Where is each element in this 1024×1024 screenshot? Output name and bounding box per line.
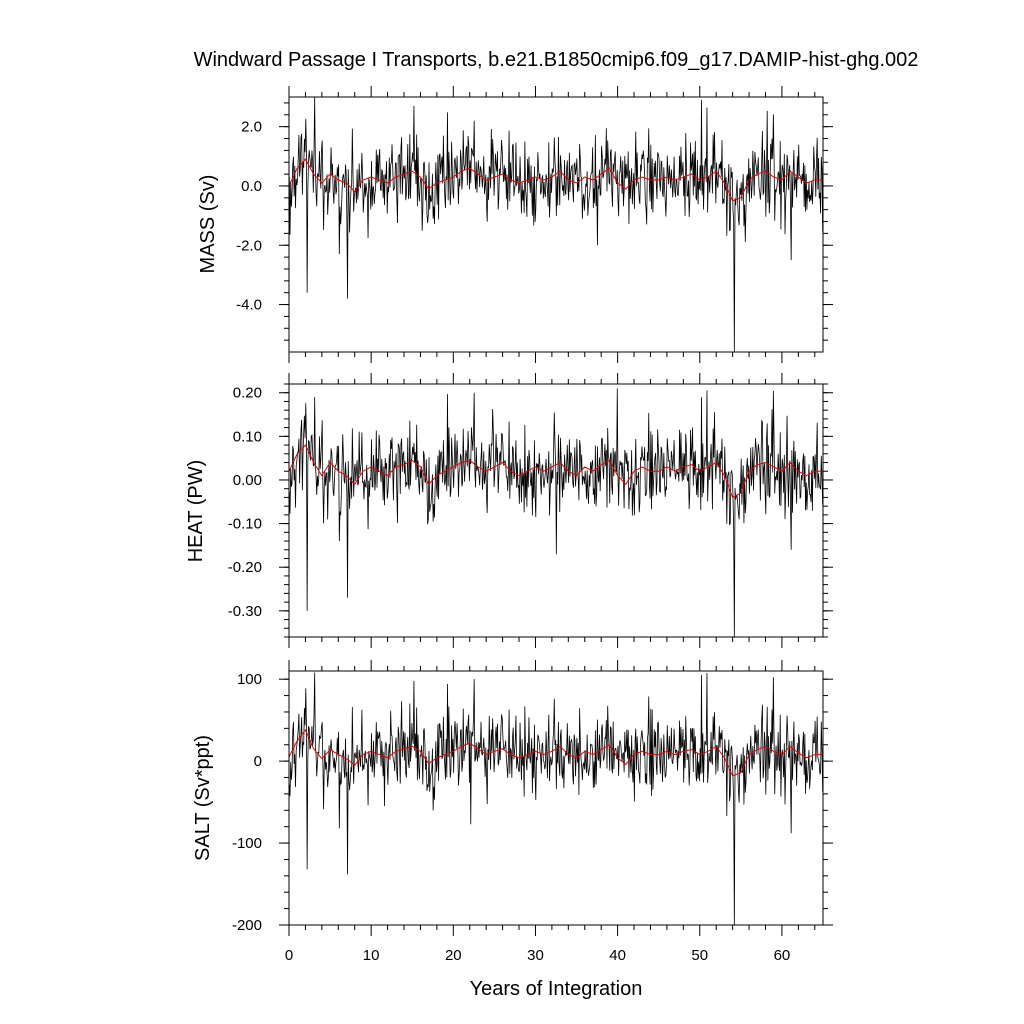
heat-ytick-label: -0.30: [228, 603, 262, 620]
salt-panel: SALT (Sv*ppt) 100 0 -100 -200 0 10 20 30 40 50 60: [192, 660, 833, 964]
heat-ytick-label: 0.20: [233, 385, 262, 402]
mass-ytick-label: 0.0: [241, 178, 262, 195]
salt-ytick-label: -100: [232, 835, 262, 852]
x-tick-label: 30: [527, 947, 544, 964]
salt-monthly-series: [289, 672, 823, 925]
heat-ytick-label: -0.20: [228, 559, 262, 576]
salt-ytick-label: 100: [237, 671, 262, 688]
x-tick-label: 40: [609, 947, 626, 964]
salt-ytick-label: 0: [254, 753, 262, 770]
chart-title: Windward Passage I Transports, b.e21.B18…: [194, 49, 919, 71]
heat-panel: HEAT (PW) 0.20 0.10 0.00 -0.10 -0.20 -0.30: [185, 373, 833, 648]
salt-ylabel: SALT (Sv*ppt): [192, 735, 214, 861]
heat-ytick-label: -0.10: [228, 516, 262, 533]
mass-panel: MASS (Sv) 2.0 0.0 -2.0 -4.0: [197, 86, 833, 363]
mass-smoothed-series: [289, 158, 823, 202]
x-tick-label: 20: [445, 947, 462, 964]
mass-ylabel: MASS (Sv): [197, 175, 219, 274]
heat-monthly-series: [289, 388, 823, 637]
mass-ytick-label: -2.0: [236, 237, 262, 254]
salt-frame: [288, 670, 824, 926]
x-tick-label: 0: [285, 947, 293, 964]
heat-ytick-label: 0.10: [233, 428, 262, 445]
salt-ytick-label: -200: [232, 917, 262, 934]
x-tick-label: 10: [363, 947, 380, 964]
salt-smoothed-series: [289, 729, 823, 777]
heat-smoothed-series: [289, 444, 823, 499]
x-axis-label: Years of Integration: [470, 978, 643, 1000]
mass-frame: [288, 96, 824, 353]
x-tick-label: 50: [691, 947, 708, 964]
mass-ytick-label: -4.0: [236, 297, 262, 314]
x-tick-label: 60: [774, 947, 791, 964]
mass-ytick-label: 2.0: [241, 119, 262, 136]
heat-ytick-label: 0.00: [233, 472, 262, 489]
mass-monthly-series: [289, 97, 823, 352]
heat-ylabel: HEAT (PW): [185, 460, 207, 563]
heat-frame: [288, 383, 824, 638]
